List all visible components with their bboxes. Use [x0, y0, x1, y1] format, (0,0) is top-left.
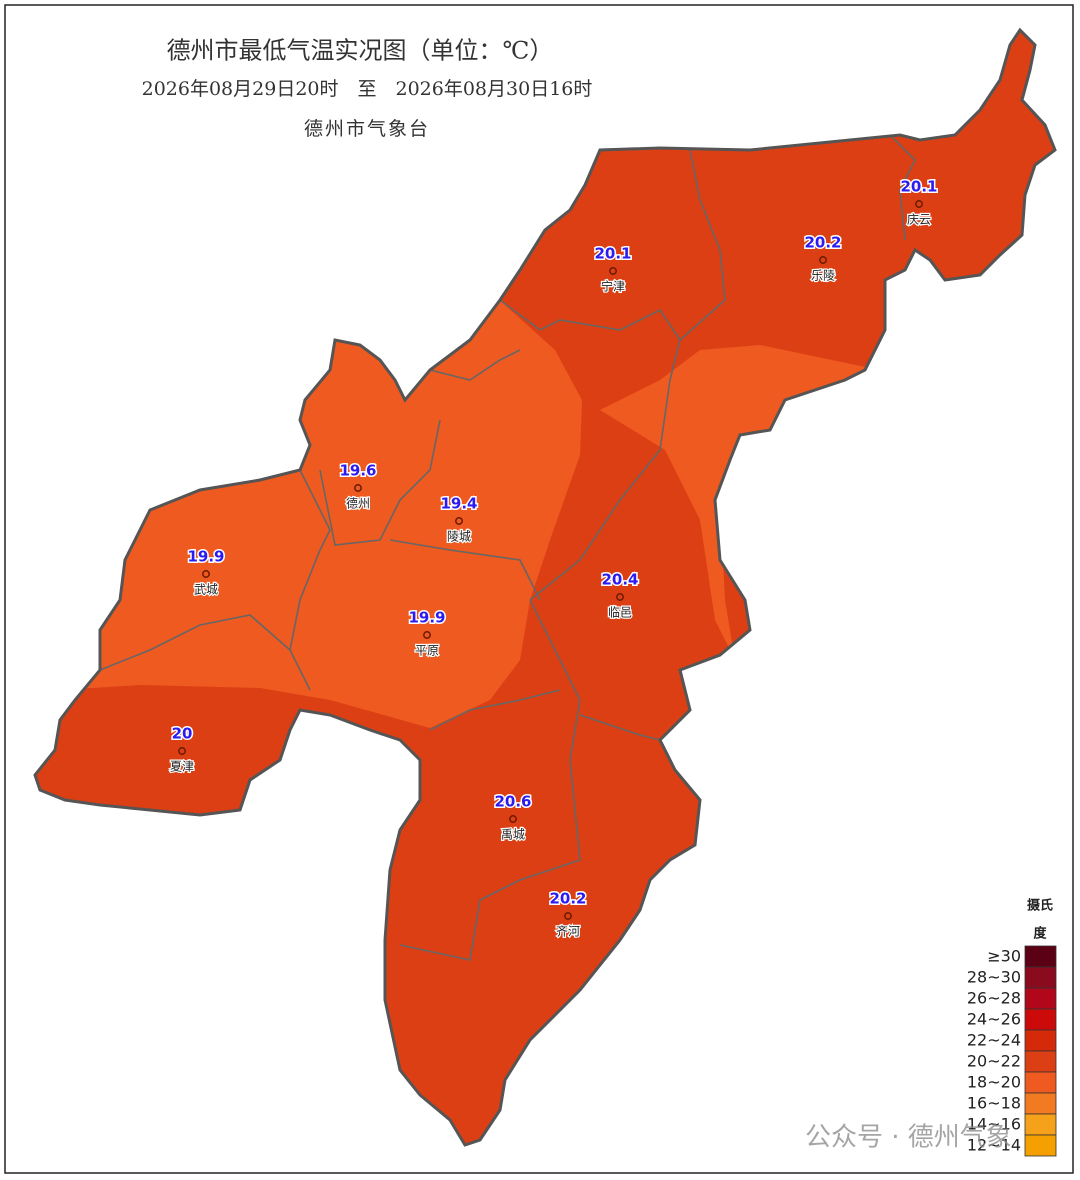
zone-18-20: [35, 280, 582, 728]
station-value: 19.4: [440, 495, 477, 513]
station-name: 夏津: [170, 760, 194, 774]
zone-18-20: [600, 345, 870, 660]
station-dot: [819, 256, 827, 264]
station-name: 禹城: [501, 828, 525, 842]
legend-label: 20~22: [967, 1052, 1021, 1071]
legend-label: 16~18: [967, 1094, 1021, 1113]
station-dot: [564, 912, 572, 920]
legend-swatch: [1024, 966, 1057, 989]
legend-swatch: [1024, 1092, 1057, 1115]
legend-swatch: [1024, 945, 1057, 968]
legend-swatch: [1024, 987, 1057, 1010]
station-dot: [354, 484, 362, 492]
station-name: 陵城: [447, 530, 471, 544]
legend-swatch: [1024, 1029, 1057, 1052]
legend-label: 18~20: [967, 1073, 1021, 1092]
legend-label: 22~24: [967, 1031, 1021, 1050]
station-dot: [509, 815, 517, 823]
station-value: 19.6: [339, 462, 376, 480]
station-value: 20.2: [804, 234, 841, 252]
station-dot: [609, 267, 617, 275]
legend-swatch: [1024, 1008, 1057, 1031]
legend-title: 摄氏: [1027, 898, 1053, 914]
station-dot: [455, 517, 463, 525]
station-dot: [616, 593, 624, 601]
station-value: 20.6: [494, 793, 531, 811]
county-borders: [99, 134, 916, 961]
station-value: 20.4: [601, 571, 638, 589]
watermark: 公众号 · 德州气象: [805, 1123, 1012, 1153]
period: 2026年08月29日20时 至 2026年08月30日16时: [142, 78, 593, 100]
station-name: 宁津: [601, 279, 625, 294]
station-name: 德州: [346, 496, 370, 511]
station-value: 19.9: [408, 609, 445, 627]
station-name: 乐陵: [811, 269, 835, 283]
frame: [4, 4, 1074, 1174]
station-name: 平原: [415, 644, 439, 658]
legend-swatch: [1024, 1113, 1057, 1136]
stations: 20.1 庆云 20.2 乐陵 20.1 宁津 19.6 德州 19.4 陵城 19.9 武城 19.9…: [169, 176, 939, 940]
legend-swatch: [1024, 1050, 1057, 1073]
legend-swatch: [1024, 1134, 1057, 1157]
legend-label: ≥30: [987, 947, 1021, 966]
legend-swatch: [1024, 1071, 1057, 1094]
station-value: 20.1: [594, 245, 631, 263]
station-name: 武城: [194, 583, 218, 597]
legend-title: 度: [1033, 926, 1047, 942]
station-dot: [423, 631, 431, 639]
legend-label: 26~28: [967, 989, 1021, 1008]
station-dot: [178, 747, 186, 755]
station-name: 庆云: [907, 213, 931, 227]
station-value: 20.2: [549, 890, 586, 908]
legend-label: 12~14: [967, 1136, 1021, 1155]
station-value: 20: [172, 725, 193, 743]
legend: 摄氏度 ≥30 28~30 26~28 24~26 22~24 20~22 18~20 16~1…: [967, 898, 1057, 1157]
station-dot: [915, 200, 923, 208]
station-value: 19.9: [187, 548, 224, 566]
legend-label: 24~26: [967, 1010, 1021, 1029]
station-dot: [202, 570, 210, 578]
station-name: 临邑: [608, 606, 632, 620]
station-name: 齐河: [556, 924, 580, 939]
map-title: 德州市最低气温实况图（单位：℃）: [167, 37, 554, 65]
legend-label: 14~16: [967, 1115, 1021, 1134]
legend-label: 28~30: [967, 968, 1021, 987]
station-value: 20.1: [900, 178, 937, 196]
issuer: 德州市气象台: [304, 118, 430, 140]
